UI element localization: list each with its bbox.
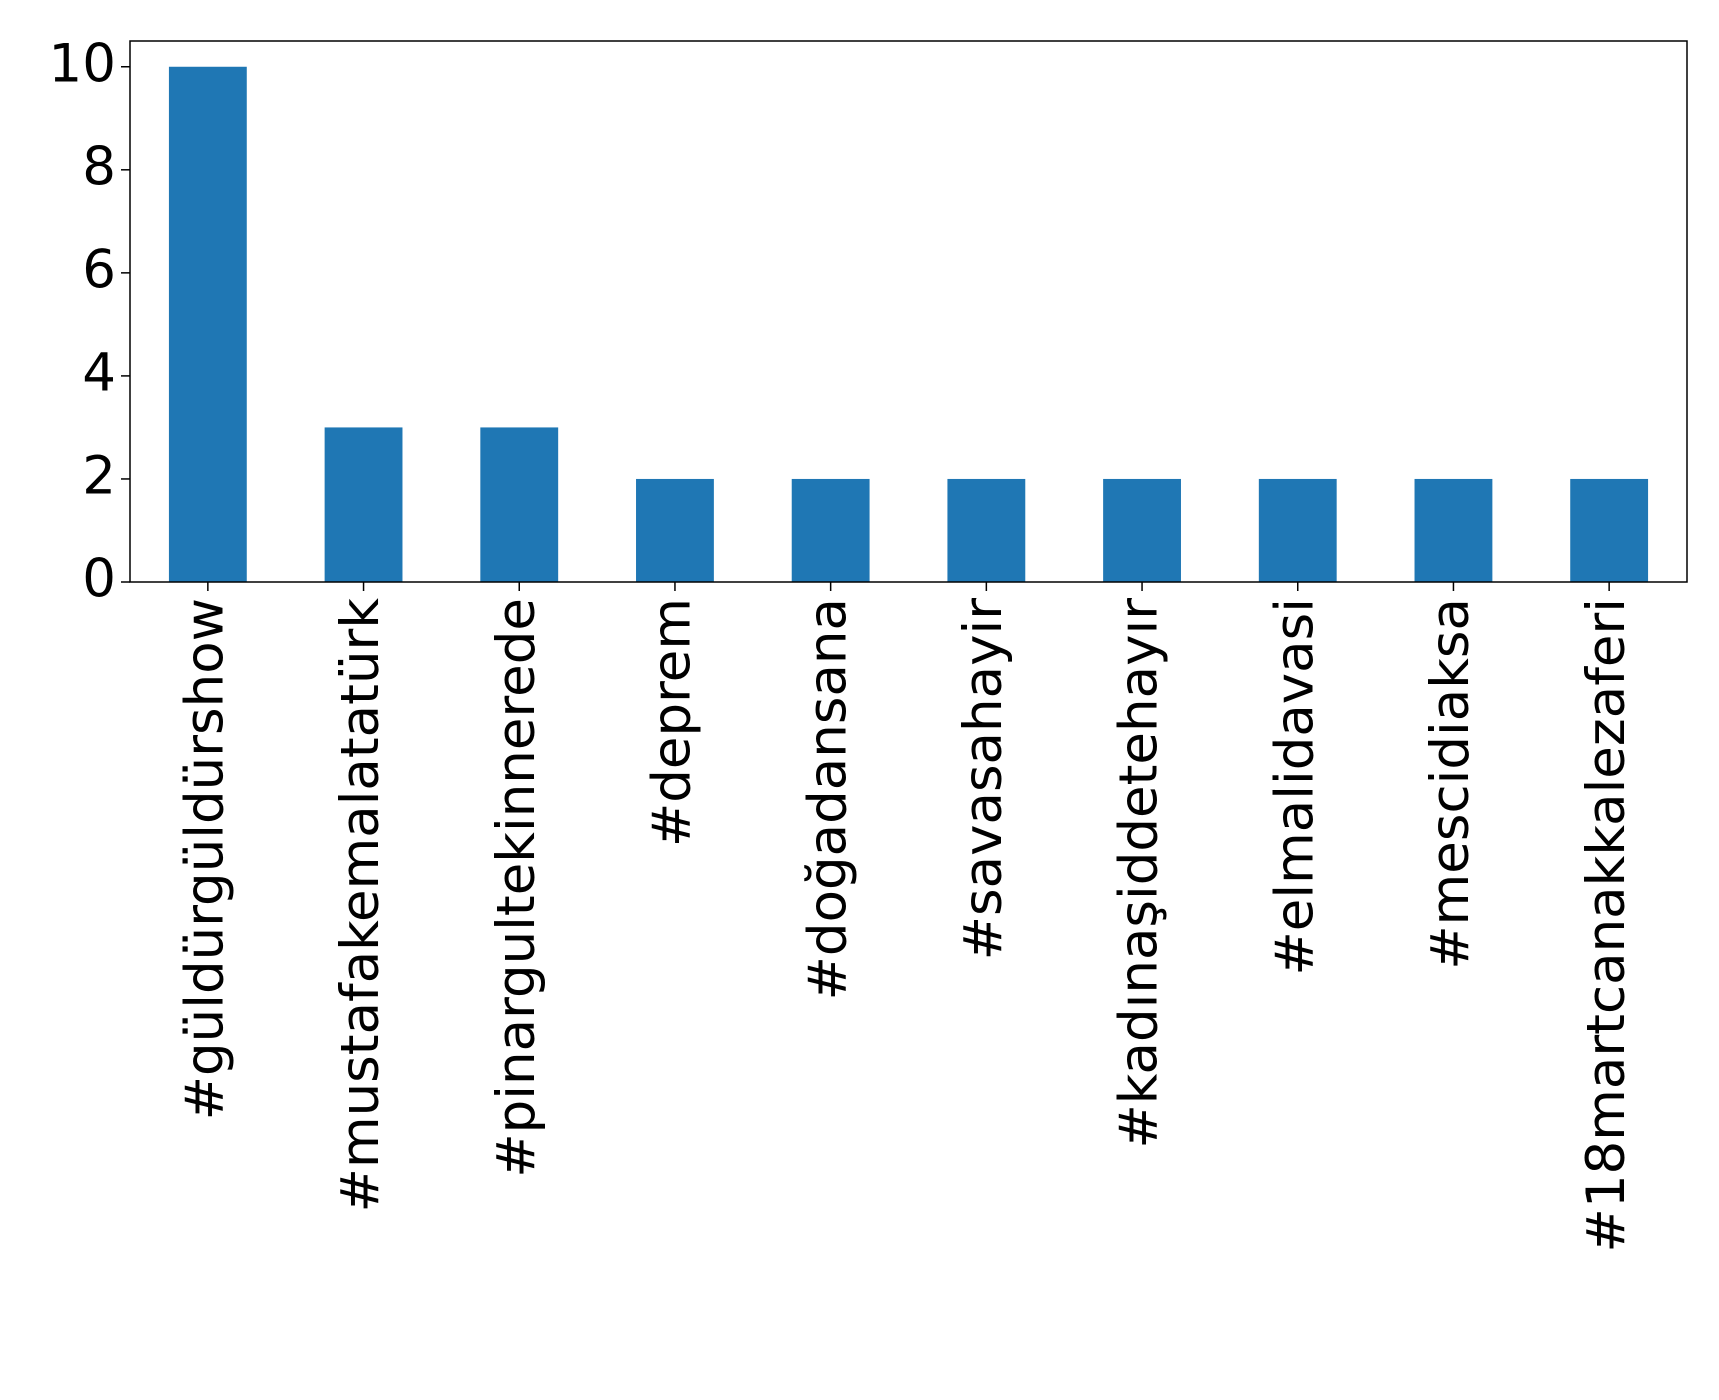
bar	[168, 66, 247, 582]
x-tick-label: #güldürgüldürshow	[174, 598, 235, 1120]
x-tick-label: #deprem	[642, 598, 703, 847]
bar	[947, 478, 1026, 582]
bar	[324, 427, 403, 582]
y-tick-label: 4	[82, 343, 116, 404]
bar	[791, 478, 870, 582]
x-tick-label: #savasahayir	[953, 598, 1014, 961]
bar	[480, 427, 559, 582]
x-tick-label: #mustafakemalatatürk	[330, 598, 391, 1213]
y-tick-label: 0	[82, 549, 116, 610]
x-tick-label: #elmalidavasi	[1264, 598, 1325, 976]
plot-frame	[129, 40, 1688, 583]
bar	[1258, 478, 1337, 582]
bar	[1570, 478, 1649, 582]
x-tick-label: #kadınaşiddetehayır	[1109, 598, 1170, 1149]
y-tick-label: 8	[82, 136, 116, 197]
x-tick-label: #pinargultekinnerede	[486, 598, 547, 1178]
x-tick-label: #mescidiaksa	[1420, 598, 1481, 970]
bar	[1414, 478, 1493, 582]
y-tick-label: 10	[49, 33, 116, 94]
x-tick-label: #doğadansana	[797, 598, 858, 1000]
y-tick-label: 6	[82, 239, 116, 300]
y-tick-label: 2	[82, 446, 116, 507]
bar	[1103, 478, 1181, 582]
x-tick-label: #18martcanakkalezaferi	[1576, 598, 1637, 1253]
bar	[636, 478, 714, 582]
